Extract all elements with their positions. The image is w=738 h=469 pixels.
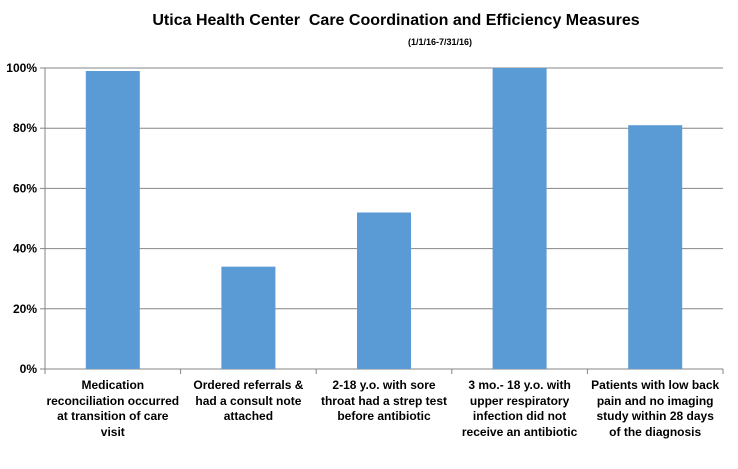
y-tick-label: 40% bbox=[13, 242, 37, 256]
x-category-label-line: at transition of care bbox=[57, 409, 169, 423]
x-category-label-line: upper respiratory bbox=[469, 393, 570, 408]
x-category-label-line: receive an antibiotic bbox=[461, 424, 578, 439]
y-tick-label: 20% bbox=[13, 302, 37, 316]
x-category-label: Medication reconciliation occurred at tran… bbox=[46, 378, 180, 440]
x-category-label-line: visit bbox=[100, 424, 125, 439]
chart-subtitle: (1/1/16-7/31/16) bbox=[407, 37, 473, 47]
y-tick-label: 0% bbox=[20, 362, 38, 376]
x-category-label-line: 2-18 y.o. with sore bbox=[332, 378, 436, 392]
x-category-label-line: 3 mo.- 18 y.o. with bbox=[468, 378, 571, 392]
x-category-label-line: attached bbox=[223, 409, 274, 423]
bar bbox=[492, 68, 547, 369]
x-category-label: 3 mo.- 18 y.o. with upper respiratory infe… bbox=[453, 378, 587, 440]
bar bbox=[628, 125, 683, 369]
x-category-label-line: infection did not bbox=[472, 409, 567, 423]
y-tick-label: 100% bbox=[6, 61, 37, 75]
x-category-label-line: pain and no imaging bbox=[596, 393, 714, 408]
bar bbox=[85, 71, 140, 369]
x-category-label-line: Medication bbox=[81, 378, 145, 392]
y-tick-label: 80% bbox=[13, 121, 37, 135]
x-category-label-line: Patients with low back bbox=[591, 378, 720, 392]
bar bbox=[357, 212, 411, 369]
x-category-label: Ordered referrals & had a consult note att… bbox=[181, 378, 315, 425]
chart-title: Utica Health Center Care Coordination an… bbox=[152, 12, 640, 29]
y-tick-label: 60% bbox=[13, 181, 37, 195]
x-category-label-line: Ordered referrals & bbox=[193, 378, 304, 392]
x-category-label-line: study within 28 days bbox=[596, 409, 714, 423]
x-category-label: 2-18 y.o. with sore throat had a strep te… bbox=[317, 378, 451, 425]
x-category-label-line: before antibiotic bbox=[337, 409, 431, 423]
x-category-label-line: throat had a strep test bbox=[320, 393, 448, 408]
x-category-label-line: had a consult note bbox=[195, 393, 302, 408]
x-category-label-line: of the diagnosis bbox=[609, 424, 702, 439]
x-category-label: Patients with low back pain and no imagin… bbox=[588, 378, 722, 440]
x-category-label-line: reconciliation occurred bbox=[46, 393, 180, 408]
bar bbox=[221, 266, 276, 369]
